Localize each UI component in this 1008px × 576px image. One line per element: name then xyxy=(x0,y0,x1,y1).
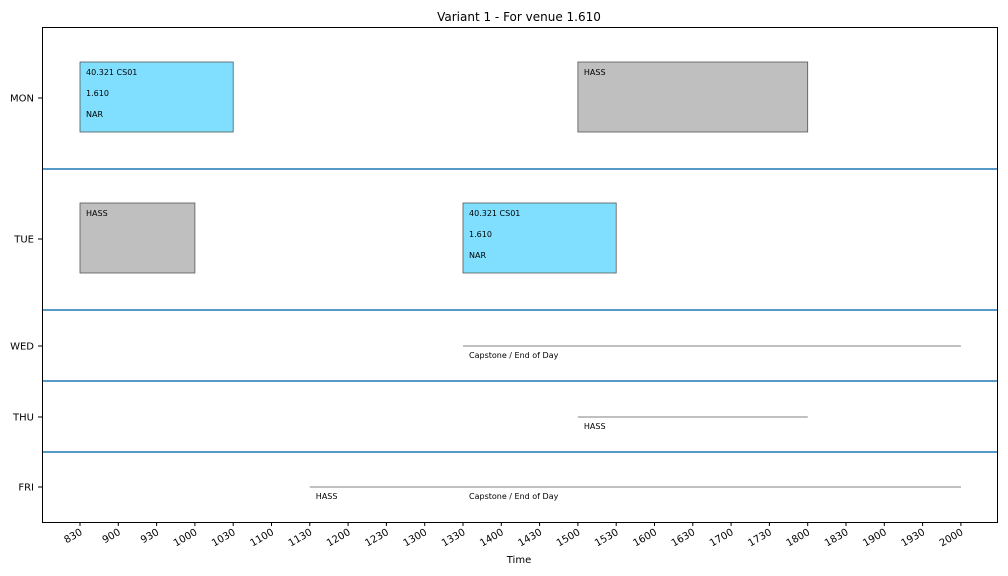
event-label: HASS xyxy=(584,422,606,431)
blocked-session-box xyxy=(577,61,809,133)
event-label: 40.321 CS01 xyxy=(86,68,137,77)
y-tick-label-tue: TUE xyxy=(13,235,34,246)
x-tick-label: 1230 xyxy=(363,527,391,549)
y-tick-label-mon: MON xyxy=(10,94,34,105)
booked-session-box xyxy=(79,61,234,133)
event-label: HASS xyxy=(316,492,338,501)
x-tick-label: 1700 xyxy=(708,527,736,549)
event-label: Capstone / End of Day xyxy=(469,351,559,360)
x-tick-label: 1330 xyxy=(440,527,468,549)
x-tick-label: 1530 xyxy=(593,527,621,549)
event-label: Capstone / End of Day xyxy=(469,492,559,501)
chart-title: Variant 1 - For venue 1.610 xyxy=(437,10,601,24)
x-tick-label: 1800 xyxy=(785,527,813,549)
x-tick-label: 1500 xyxy=(555,527,583,549)
x-tick-label: 1130 xyxy=(287,527,315,549)
day-separators xyxy=(43,168,997,453)
x-tick-label: 930 xyxy=(139,527,161,546)
x-tick-label: 1030 xyxy=(210,527,238,549)
y-axis: MON TUE WED THU FRI xyxy=(10,94,42,494)
event-label: NAR xyxy=(86,110,103,119)
x-tick-label: 830 xyxy=(62,527,84,546)
event-label: 1.610 xyxy=(86,89,109,98)
x-tick-label: 2000 xyxy=(938,527,966,549)
x-tick-label: 1600 xyxy=(631,527,659,549)
x-tick-label: 1100 xyxy=(248,527,276,549)
x-tick-label: 900 xyxy=(101,527,123,546)
x-tick-label: 1400 xyxy=(478,527,506,549)
x-axis-label: Time xyxy=(506,555,531,566)
x-tick-label: 1630 xyxy=(670,527,698,549)
event-label: HASS xyxy=(86,209,108,218)
x-tick-label: 1200 xyxy=(325,527,353,549)
x-axis: 830 900 930 1000 1030 1100 1130 1200 1230 1300 133… xyxy=(62,522,965,549)
event-label: 1.610 xyxy=(469,230,492,239)
x-tick-label: 1930 xyxy=(900,527,928,549)
events-layer: 40.321 CS01 1.610 NAR HASS HASS 40.321 CS01 1.… xyxy=(79,61,961,501)
booked-session-box xyxy=(462,202,617,274)
blocked-session-box xyxy=(79,202,196,274)
event-label: HASS xyxy=(584,68,606,77)
y-tick-label-fri: FRI xyxy=(18,483,34,494)
plot-frame xyxy=(42,27,998,523)
event-label: 40.321 CS01 xyxy=(469,209,520,218)
x-tick-label: 1900 xyxy=(861,527,889,549)
event-label: NAR xyxy=(469,251,486,260)
y-tick-label-thu: THU xyxy=(12,413,34,424)
x-tick-label: 1300 xyxy=(402,527,430,549)
x-tick-label: 1430 xyxy=(517,527,545,549)
y-tick-label-wed: WED xyxy=(10,342,34,353)
x-tick-label: 1000 xyxy=(172,527,200,549)
x-tick-label: 1730 xyxy=(746,527,774,549)
x-tick-label: 1830 xyxy=(823,527,851,549)
